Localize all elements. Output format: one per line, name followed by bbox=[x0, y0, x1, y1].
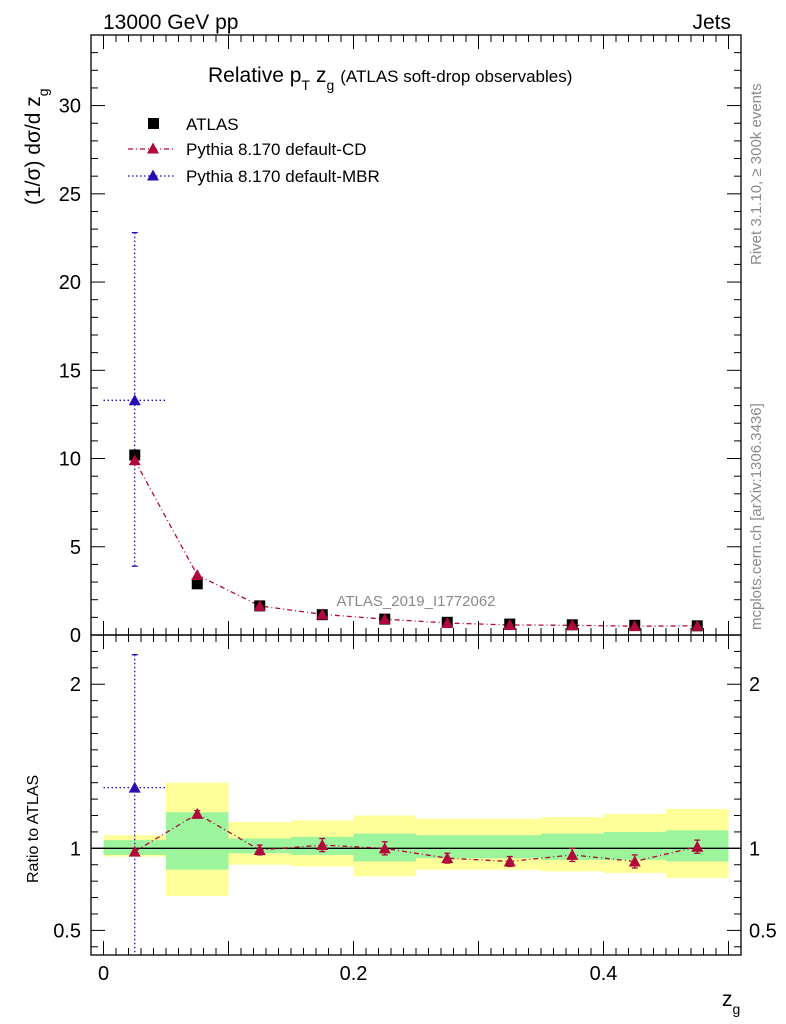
cd-ratio-point-8 bbox=[628, 855, 641, 867]
main-ytick-label-3: 15 bbox=[59, 360, 81, 382]
xlabel-text: z bbox=[722, 988, 733, 1011]
title-z: z bbox=[316, 64, 327, 87]
legend-mbr-marker bbox=[147, 169, 159, 181]
analysis-label: ATLAS_2019_I1772062 bbox=[336, 593, 495, 610]
cd-ratio-point-2 bbox=[253, 843, 266, 855]
xlabel: zg bbox=[722, 988, 740, 1017]
title-main: Relative p bbox=[208, 64, 301, 87]
cd-ratio-point-5 bbox=[441, 852, 454, 864]
ratio-ytick-label-left-0: 0.5 bbox=[53, 920, 81, 942]
band-inner-6 bbox=[478, 835, 541, 859]
cd-point-9 bbox=[691, 619, 704, 631]
chart-title: Relative pT zg (ATLAS soft-drop observable… bbox=[208, 64, 572, 93]
cd-point-6 bbox=[503, 618, 516, 630]
side-label-rivet: Rivet 3.1.10, ≥ 300k events bbox=[748, 83, 765, 265]
ylabel-main-text: (1/σ) dσ/d z bbox=[22, 96, 45, 205]
cd-ratio-point-7 bbox=[566, 848, 579, 860]
ratio-bands bbox=[91, 782, 741, 896]
mbr-ratio-point-0 bbox=[128, 781, 141, 793]
header-left: 13000 GeV pp bbox=[103, 11, 238, 34]
cd-ratio-point-1 bbox=[191, 807, 204, 819]
ratio-ytick-label-left-2: 2 bbox=[70, 674, 81, 696]
main-ytick-label-2: 10 bbox=[59, 449, 81, 471]
cd-main-line bbox=[134, 459, 698, 627]
title-rest: (ATLAS soft-drop observables) bbox=[340, 67, 572, 86]
cd-ratio-point-4 bbox=[378, 842, 391, 854]
ratio-ytick-label-right-1: 1 bbox=[749, 838, 760, 860]
legend: ATLAS Pythia 8.170 default-CD Pythia 8.1… bbox=[128, 115, 380, 186]
ratio-frame bbox=[90, 634, 742, 956]
ratio-ytick-label-left-1: 1 bbox=[70, 838, 81, 860]
cd-ratio-point-6 bbox=[503, 855, 516, 867]
cd-ratio-point-3 bbox=[316, 839, 329, 851]
header-right: Jets bbox=[692, 11, 731, 34]
main-ytick-label-5: 25 bbox=[59, 184, 81, 206]
ratio-ytick-label-right-2: 2 bbox=[749, 674, 760, 696]
cd-point-5 bbox=[441, 617, 454, 628]
side-label-mcplots: mcplots.cern.ch [arXiv:1306.3436] bbox=[748, 403, 765, 630]
cd-point-7 bbox=[566, 619, 579, 631]
xtick-label-2: 0.4 bbox=[590, 963, 618, 985]
cd-point-4 bbox=[378, 613, 391, 625]
legend-cd-marker bbox=[147, 142, 159, 154]
ylabel-main-sub: g bbox=[35, 88, 51, 96]
title-sub-g: g bbox=[326, 77, 334, 93]
main-ytick-label-1: 5 bbox=[70, 537, 81, 559]
main-ytick-label-0: 0 bbox=[70, 625, 81, 647]
main-ytick-label-4: 20 bbox=[59, 272, 81, 294]
main-ytick-label-6: 30 bbox=[59, 96, 81, 118]
band-inner-5 bbox=[416, 835, 479, 859]
xtick-label-0: 0 bbox=[98, 963, 109, 985]
cd-ratio-point-9 bbox=[691, 840, 704, 852]
legend-atlas-label: ATLAS bbox=[186, 115, 239, 134]
ratio-ytick-label-right-0: 0.5 bbox=[749, 920, 777, 942]
ylabel-ratio: Ratio to ATLAS bbox=[25, 775, 42, 883]
cd-point-1 bbox=[191, 569, 204, 580]
cd-point-0 bbox=[128, 454, 141, 466]
cd-point-3 bbox=[316, 608, 329, 620]
xtick-label-1: 0.2 bbox=[340, 963, 368, 985]
legend-cd-label: Pythia 8.170 default-CD bbox=[186, 140, 367, 159]
band-inner-1 bbox=[166, 812, 229, 870]
legend-atlas-marker bbox=[148, 118, 159, 129]
cd-ratio-line bbox=[134, 813, 698, 863]
xlabel-sub: g bbox=[733, 1001, 741, 1017]
cd-point-8 bbox=[628, 620, 641, 632]
title-sub-t: T bbox=[301, 77, 310, 93]
cd-ratio-point-0 bbox=[128, 845, 141, 857]
series-layer bbox=[103, 231, 704, 955]
mbr-point-0 bbox=[128, 394, 141, 406]
cd-point-2 bbox=[253, 599, 266, 611]
ylabel-main: (1/σ) dσ/d zg bbox=[22, 88, 51, 205]
legend-mbr-label: Pythia 8.170 default-MBR bbox=[186, 167, 380, 186]
atlas-point-1 bbox=[191, 578, 203, 590]
